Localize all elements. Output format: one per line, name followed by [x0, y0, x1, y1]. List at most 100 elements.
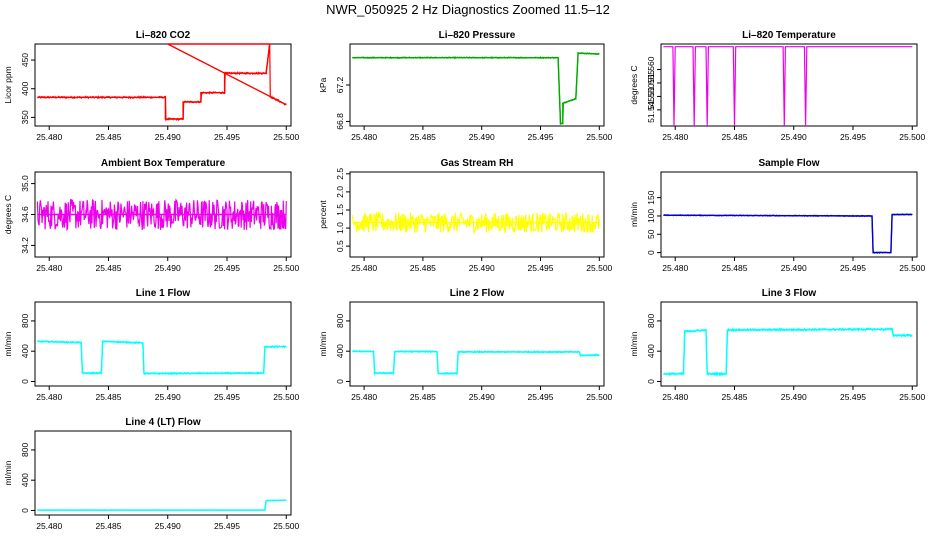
x-tick-label: 25.490	[781, 263, 807, 273]
series-step-outline	[352, 52, 600, 125]
y-tick-label: 51.560	[646, 56, 656, 82]
panel-title: Ambient Box Temperature	[101, 158, 226, 169]
y-tick-label: 800	[20, 443, 30, 457]
series-step-outline	[37, 340, 287, 375]
x-tick-label: 25.485	[721, 263, 747, 273]
x-tick-label: 25.495	[214, 392, 240, 402]
plot-frame	[349, 171, 605, 258]
panel-4: Ambient Box Temperature 25.480 25.485 25.49…	[3, 158, 300, 273]
x-tick-label: 25.485	[95, 263, 121, 273]
y-axis-label: ml/min	[629, 202, 639, 227]
y-tick-label: 51.555	[646, 70, 656, 96]
y-tick-label: 66.8	[335, 113, 345, 130]
plot-frame	[34, 301, 292, 387]
x-tick-label: 25.490	[155, 132, 181, 142]
y-tick-label: 400	[646, 344, 656, 358]
panel-title: Gas Stream RH	[441, 158, 514, 169]
x-tick-label: 25.490	[781, 132, 807, 142]
y-tick-label: 50	[646, 229, 656, 239]
x-tick-label: 25.500	[899, 392, 925, 402]
y-tick-label: 0.5	[335, 240, 345, 252]
x-tick-label: 25.495	[840, 132, 866, 142]
panel-title: Li–820 Temperature	[742, 30, 836, 41]
x-tick-label: 25.480	[351, 392, 377, 402]
plot-frame	[349, 43, 605, 127]
y-axis-label: degrees C	[629, 65, 639, 104]
x-tick-label: 25.495	[528, 263, 554, 273]
y-tick-label: 350	[20, 110, 30, 124]
x-tick-label: 25.485	[721, 392, 747, 402]
panel-1: Li–820 CO2 25.480 25.485 25.490 25.495 25.500…	[3, 30, 300, 142]
y-tick-label: 51.545	[646, 97, 656, 123]
series-line	[37, 339, 287, 376]
x-tick-label: 25.480	[351, 132, 377, 142]
x-tick-label: 25.490	[469, 132, 495, 142]
y-tick-label: 51.550	[646, 83, 656, 109]
y-tick-label: 0	[20, 379, 30, 384]
panel-9: Line 3 Flow 25.480 25.485 25.490 25.495 25.50…	[629, 288, 926, 402]
y-tick-label: 34.2	[20, 237, 30, 254]
y-tick-label: 35.0	[20, 175, 30, 192]
panel-7: Line 1 Flow 25.480 25.485 25.490 25.495 25.50…	[3, 288, 300, 402]
series-step-outline	[663, 328, 913, 375]
y-tick-label: 2.0	[335, 186, 345, 198]
x-tick-label: 25.490	[155, 392, 181, 402]
x-tick-label: 25.500	[899, 263, 925, 273]
x-tick-label: 25.495	[840, 263, 866, 273]
plot-frame	[660, 301, 918, 387]
panel-title: Li–820 Pressure	[439, 30, 516, 41]
x-tick-label: 25.480	[351, 263, 377, 273]
x-tick-label: 25.485	[721, 132, 747, 142]
y-tick-label: 400	[335, 344, 345, 358]
panel-10: Line 4 (LT) Flow 25.480 25.485 25.490 25.495…	[3, 417, 300, 531]
x-tick-label: 25.480	[36, 132, 62, 142]
y-tick-label: 800	[20, 314, 30, 328]
y-tick-label: 150	[646, 190, 656, 204]
x-tick-label: 25.500	[273, 521, 299, 531]
x-tick-label: 25.490	[469, 392, 495, 402]
y-axis-label: kPa	[318, 77, 328, 92]
panel-title: Line 3 Flow	[762, 288, 817, 299]
x-tick-label: 25.485	[95, 521, 121, 531]
x-tick-label: 25.500	[586, 132, 612, 142]
x-tick-label: 25.485	[410, 263, 436, 273]
figure-title: NWR_050925 2 Hz Diagnostics Zoomed 11.5–…	[326, 2, 610, 17]
x-tick-label: 25.480	[36, 263, 62, 273]
panel-3: Li–820 Temperature 25.480 25.485 25.490 25.4…	[629, 30, 926, 142]
series-step-outline	[37, 499, 287, 511]
x-tick-label: 25.500	[273, 392, 299, 402]
y-axis-label: degrees C	[3, 195, 13, 234]
plot-frame	[349, 301, 605, 387]
series-step-outline	[37, 43, 287, 120]
panel-6: Sample Flow 25.480 25.485 25.490 25.495 25.50…	[629, 158, 926, 273]
plot-frame	[34, 43, 292, 127]
y-axis-label: ml/min	[3, 460, 13, 485]
x-tick-label: 25.495	[840, 392, 866, 402]
x-tick-label: 25.490	[781, 392, 807, 402]
panel-title: Li–820 CO2	[136, 30, 191, 41]
y-tick-label: 100	[646, 209, 656, 223]
y-tick-label: 400	[20, 81, 30, 95]
x-tick-label: 25.495	[528, 392, 554, 402]
x-tick-label: 25.495	[214, 263, 240, 273]
y-tick-label: 450	[20, 53, 30, 67]
series-line	[663, 213, 913, 254]
y-tick-label: 34.6	[20, 206, 30, 223]
panel-8: Line 2 Flow 25.480 25.485 25.490 25.495 25.50…	[318, 288, 613, 402]
y-axis-label: percent	[318, 200, 328, 229]
series-line	[663, 327, 913, 377]
y-axis-label: ml/min	[3, 331, 13, 356]
x-tick-label: 25.490	[155, 521, 181, 531]
x-tick-label: 25.500	[899, 132, 925, 142]
panel-title: Line 1 Flow	[136, 288, 191, 299]
x-tick-label: 25.500	[586, 263, 612, 273]
x-tick-label: 25.500	[273, 263, 299, 273]
y-tick-label: 400	[20, 473, 30, 487]
x-tick-label: 25.500	[273, 132, 299, 142]
y-tick-label: 800	[646, 314, 656, 328]
series-step-outline	[352, 350, 600, 375]
y-tick-label: 2.5	[335, 168, 345, 180]
plot-frame	[34, 430, 292, 516]
y-axis-label: ml/min	[318, 331, 328, 356]
